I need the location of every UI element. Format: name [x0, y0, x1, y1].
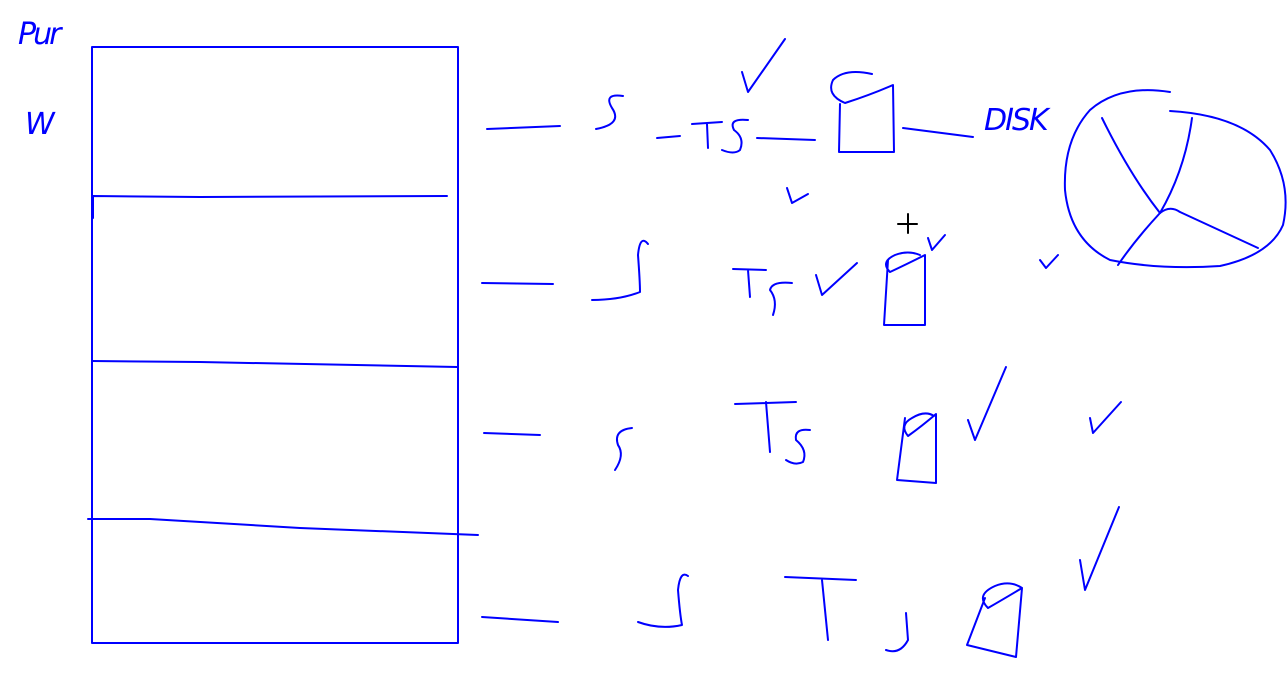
row-1-connector-2 [902, 127, 974, 138]
row-1-t-dash [656, 135, 681, 139]
disk-outline [1063, 89, 1287, 269]
row-3 [483, 366, 1122, 484]
row-1-s [595, 94, 624, 130]
row-2-s [591, 239, 649, 301]
row-4-bucket [966, 582, 1023, 658]
row-3-t [734, 401, 797, 453]
row-2-t [732, 268, 767, 298]
row-3-bucket [896, 412, 937, 484]
row-4-s [637, 573, 689, 628]
row-1-t-s [721, 118, 749, 154]
row-1-check [741, 38, 786, 93]
row-4-check [1079, 506, 1120, 591]
disk-check [1039, 254, 1059, 269]
row-4-t [784, 576, 857, 641]
row-2-dash [481, 282, 554, 285]
row-4 [481, 506, 1120, 658]
disk-slice-1 [1101, 117, 1161, 214]
row-1-check-small [786, 187, 809, 204]
row-1-dash [486, 125, 561, 130]
disk-slice-4 [1159, 207, 1259, 249]
box-divider-2 [91, 360, 458, 368]
row-4-dash [481, 616, 559, 623]
row-3-check [967, 366, 1007, 441]
box-outline [91, 46, 459, 644]
row-2-bucket [883, 251, 926, 326]
row-3-check-2 [1089, 401, 1122, 434]
partition-box [87, 46, 479, 644]
row-3-dash [483, 432, 541, 436]
row-1-t [691, 121, 723, 149]
crosshair-cursor-icon [897, 213, 918, 234]
row-2-check-small [927, 234, 946, 251]
row-4-t-s [885, 612, 909, 653]
row-2-t-s [769, 281, 793, 316]
handwritten-label-w: W [25, 107, 55, 142]
handwritten-label-pur: Pur [18, 17, 61, 52]
disk-slice-3 [1117, 212, 1161, 266]
box-divider-3 [87, 518, 479, 536]
row-1-connector [756, 137, 816, 141]
row-1-bucket [830, 71, 895, 153]
row-2 [481, 234, 946, 326]
handwritten-label-disk: DISK [984, 103, 1049, 138]
row-3-s [614, 427, 633, 471]
disk-pie [1039, 89, 1287, 269]
row-1 [486, 38, 974, 204]
disk-slice-2 [1159, 117, 1193, 214]
row-3-t-s [785, 428, 811, 465]
row-2-check [815, 262, 858, 296]
box-divider-1 [92, 195, 448, 219]
